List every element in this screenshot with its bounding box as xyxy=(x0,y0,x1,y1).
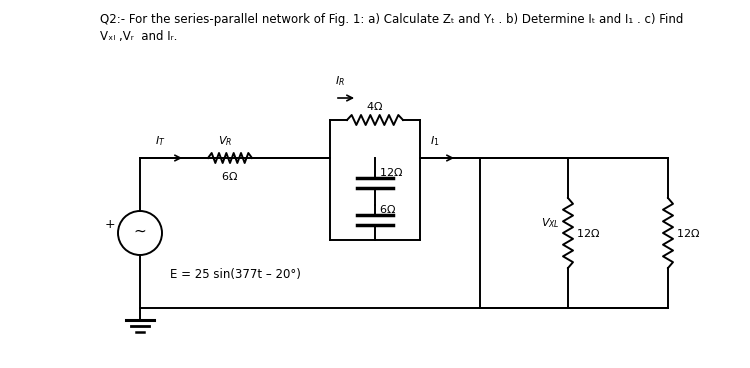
Text: $12 \Omega$: $12 \Omega$ xyxy=(676,227,700,239)
Text: $12 \Omega$: $12 \Omega$ xyxy=(379,166,404,178)
Text: Vₓₗ ,Vᵣ  and Iᵣ.: Vₓₗ ,Vᵣ and Iᵣ. xyxy=(100,30,177,43)
Text: Q2:- For the series-parallel network of Fig. 1: a) Calculate Zₜ and Yₜ . b) Dete: Q2:- For the series-parallel network of … xyxy=(100,13,683,26)
Text: $I_T$: $I_T$ xyxy=(154,134,165,148)
Text: $6 \Omega$: $6 \Omega$ xyxy=(379,203,396,215)
Text: $6\Omega$: $6\Omega$ xyxy=(221,170,238,182)
Text: $V_{XL}$: $V_{XL}$ xyxy=(542,216,560,230)
Text: +: + xyxy=(104,219,115,231)
Text: ~: ~ xyxy=(134,223,146,238)
Text: $I_1$: $I_1$ xyxy=(430,134,439,148)
Text: E = 25 sin(377t – 20°): E = 25 sin(377t – 20°) xyxy=(170,268,301,281)
Text: $12 \Omega$: $12 \Omega$ xyxy=(576,227,600,239)
Text: $V_R$: $V_R$ xyxy=(217,134,232,148)
Text: $I_R$: $I_R$ xyxy=(335,74,345,88)
Text: $4 \Omega$: $4 \Omega$ xyxy=(367,100,383,112)
